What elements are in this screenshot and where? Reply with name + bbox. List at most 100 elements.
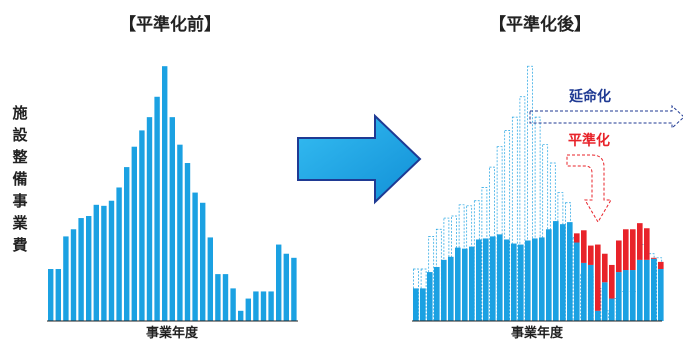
leveled-added-segment (630, 229, 636, 271)
left-bar (146, 117, 153, 322)
left-bar (207, 237, 213, 321)
left-bar (177, 144, 183, 321)
y-axis-label-char: 設 (12, 126, 28, 144)
leveled-added-segment (609, 264, 615, 299)
leveled-added-segment (588, 245, 594, 265)
leveled-bar (567, 222, 573, 321)
extend-annotation-label: 延命化 (568, 88, 611, 105)
left-bar (169, 117, 175, 322)
leveled-bar (588, 264, 594, 321)
leveled-added-segment (602, 253, 608, 283)
left-bar (93, 204, 99, 321)
left-bar (200, 202, 206, 321)
left-bar (131, 146, 137, 321)
left-bar (116, 187, 122, 321)
leveled-bar (476, 239, 482, 321)
left-bar (154, 96, 160, 322)
left-bar (260, 291, 267, 321)
leveled-bar (616, 272, 622, 321)
left-chart-title: 【平準化前】 (119, 14, 221, 35)
leveled-bar (560, 224, 566, 321)
leveled-added-segment (644, 228, 650, 260)
leveled-bar (658, 269, 664, 321)
leveled-added-segment (623, 229, 629, 271)
left-x-axis-label: 事業年度 (146, 325, 199, 340)
left-bar (70, 229, 77, 321)
leveled-bar (427, 272, 433, 321)
leveled-bar (546, 229, 552, 321)
leveled-bar (539, 237, 545, 321)
y-axis-label-char: 備 (12, 170, 27, 188)
y-axis-label-char: 施 (12, 104, 27, 122)
left-bar (291, 257, 297, 321)
left-bars (48, 66, 297, 322)
left-bar (108, 200, 115, 321)
leveled-bar (518, 244, 524, 321)
leveled-bar (644, 259, 650, 321)
original-ghost-bar (496, 146, 503, 322)
left-bar (78, 218, 84, 321)
left-bar (192, 192, 198, 321)
left-bar (124, 167, 130, 321)
leveled-bar (525, 240, 531, 321)
left-bar (230, 288, 236, 321)
y-axis-label-char: 事 (12, 192, 27, 210)
transition-arrow-icon (297, 113, 422, 205)
left-bar (101, 205, 107, 321)
leveled-bar (420, 288, 426, 321)
right-bars (413, 221, 664, 321)
leveled-bar (511, 243, 517, 321)
left-bar (238, 310, 244, 321)
leveled-bar (413, 288, 419, 321)
level-annotation-label: 平準化 (568, 132, 610, 149)
y-axis-label-char: 費 (12, 236, 27, 254)
leveled-added-segment (574, 233, 580, 243)
leveled-bar (623, 270, 629, 321)
leveled-bar (490, 236, 496, 321)
y-axis-label-char: 整 (12, 148, 27, 166)
leveled-added-segment (637, 223, 643, 260)
leveled-bar (434, 266, 440, 321)
leveled-bar (581, 262, 587, 321)
leveled-bar (609, 298, 615, 321)
original-ghost-bar (504, 130, 511, 322)
left-bar (63, 236, 69, 321)
right-x-axis-label: 事業年度 (511, 325, 564, 340)
leveled-added-segment (581, 230, 587, 263)
leveled-bar (595, 310, 601, 321)
leveled-added-segment (651, 257, 657, 259)
leveled-bar (574, 242, 580, 321)
leveled-bar (441, 259, 447, 321)
leveled-added-segment (616, 240, 622, 273)
leveled-added-segment (658, 261, 664, 270)
leveled-bar (469, 246, 475, 321)
left-bar (48, 269, 54, 321)
left-bar (86, 216, 92, 321)
leveled-bar (630, 270, 636, 321)
y-axis-label-char: 業 (11, 214, 28, 232)
leveled-bar (651, 258, 657, 321)
left-bar (162, 66, 168, 321)
left-bar (215, 274, 221, 321)
left-bar (268, 291, 274, 321)
leveled-bar (455, 247, 461, 321)
leveled-bar (462, 248, 468, 321)
right-chart-title: 【平準化後】 (489, 14, 591, 35)
left-bar (184, 163, 191, 321)
leveled-bar (448, 256, 454, 321)
leveled-bar (602, 282, 608, 321)
leveled-bar (532, 238, 538, 321)
left-bar (245, 298, 251, 321)
leveled-bar (637, 259, 643, 321)
original-ghost-bar (527, 65, 533, 322)
left-bar (276, 244, 282, 321)
leveled-added-segment (595, 244, 601, 311)
extend-arrow-icon (529, 104, 683, 130)
leveled-bar (504, 239, 510, 321)
leveled-bar (497, 234, 503, 321)
left-bar (253, 291, 259, 321)
leveled-bar (483, 238, 489, 321)
level-arrow-icon (566, 154, 612, 223)
